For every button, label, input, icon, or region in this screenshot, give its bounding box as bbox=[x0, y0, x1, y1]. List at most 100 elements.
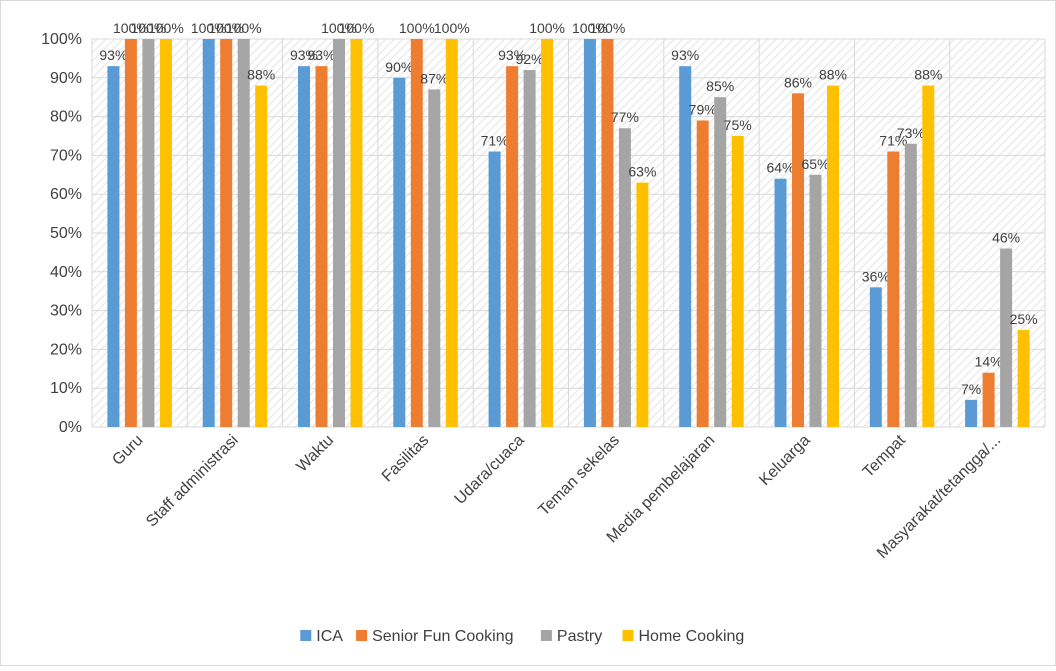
bar bbox=[792, 93, 804, 427]
data-label: 93% bbox=[498, 47, 526, 63]
data-label: 93% bbox=[290, 47, 318, 63]
data-label: 100% bbox=[321, 20, 357, 36]
legend-swatch bbox=[540, 630, 552, 641]
y-tick-label: 0% bbox=[59, 419, 82, 436]
data-label: 88% bbox=[819, 67, 847, 83]
data-label: 77% bbox=[611, 109, 639, 125]
data-label: 100% bbox=[148, 20, 184, 36]
bar bbox=[731, 136, 744, 427]
bar bbox=[1000, 248, 1013, 427]
bar bbox=[774, 178, 787, 427]
bar bbox=[869, 287, 882, 427]
data-label: 36% bbox=[862, 268, 890, 284]
legend-label: Senior Fun Cooking bbox=[372, 628, 513, 645]
y-tick-label: 100% bbox=[41, 31, 82, 48]
data-label: 64% bbox=[766, 160, 794, 176]
data-label: 14% bbox=[975, 354, 1003, 370]
bar bbox=[523, 70, 536, 427]
data-label: 71% bbox=[481, 133, 509, 149]
bar bbox=[488, 151, 501, 427]
bar bbox=[887, 151, 900, 427]
bar bbox=[541, 39, 554, 427]
data-label: 93% bbox=[307, 47, 335, 63]
data-label: 71% bbox=[879, 133, 907, 149]
legend-swatch bbox=[300, 630, 312, 641]
bar bbox=[393, 77, 406, 428]
bar bbox=[107, 66, 120, 427]
data-label: 100% bbox=[208, 20, 244, 36]
y-tick-label: 30% bbox=[50, 303, 82, 320]
bar bbox=[506, 66, 519, 427]
data-label: 100% bbox=[226, 20, 262, 36]
bar bbox=[904, 143, 917, 427]
bar bbox=[1017, 330, 1030, 427]
legend-label: Home Cooking bbox=[639, 628, 745, 645]
data-label: 88% bbox=[247, 67, 275, 83]
data-label: 87% bbox=[420, 70, 448, 86]
data-label: 100% bbox=[113, 20, 149, 36]
bar bbox=[255, 85, 268, 427]
bar bbox=[298, 66, 310, 427]
data-label: 85% bbox=[706, 78, 734, 94]
data-label: 100% bbox=[399, 20, 435, 36]
data-label: 100% bbox=[529, 20, 565, 36]
y-tick-label: 20% bbox=[50, 341, 82, 358]
data-label: 100% bbox=[434, 20, 470, 36]
data-label: 100% bbox=[191, 20, 227, 36]
bar bbox=[333, 39, 345, 427]
y-tick-label: 60% bbox=[50, 186, 82, 203]
data-label: 100% bbox=[339, 20, 375, 36]
data-label: 46% bbox=[992, 230, 1020, 246]
bar bbox=[237, 39, 250, 427]
y-tick-label: 50% bbox=[50, 225, 82, 242]
data-label: 88% bbox=[914, 67, 942, 83]
legend-swatch bbox=[622, 630, 634, 641]
bar bbox=[159, 39, 172, 427]
bar bbox=[809, 174, 822, 427]
bar bbox=[142, 39, 155, 427]
y-tick-label: 90% bbox=[50, 70, 82, 87]
bar bbox=[202, 39, 215, 427]
data-label: 90% bbox=[385, 59, 413, 75]
bar bbox=[601, 39, 614, 427]
data-label: 75% bbox=[724, 117, 752, 133]
data-label: 100% bbox=[589, 20, 625, 36]
data-label: 86% bbox=[784, 74, 812, 90]
bar bbox=[982, 372, 995, 427]
data-label: 73% bbox=[897, 125, 925, 141]
legend-label: Pastry bbox=[557, 628, 602, 645]
bar bbox=[315, 66, 328, 427]
data-label: 100% bbox=[130, 20, 166, 36]
y-tick-label: 40% bbox=[50, 264, 82, 281]
bar bbox=[583, 39, 596, 427]
bar bbox=[696, 120, 709, 427]
data-label: 100% bbox=[572, 20, 608, 36]
data-label: 25% bbox=[1010, 311, 1038, 327]
data-label: 93% bbox=[99, 47, 127, 63]
bar bbox=[679, 66, 692, 427]
bar bbox=[350, 39, 363, 427]
bar bbox=[965, 399, 978, 427]
bar bbox=[922, 85, 935, 427]
bar bbox=[220, 39, 233, 427]
y-tick-label: 80% bbox=[50, 109, 82, 126]
data-label: 93% bbox=[671, 47, 699, 63]
data-label: 7% bbox=[961, 381, 981, 397]
data-label: 92% bbox=[516, 51, 544, 67]
bar bbox=[410, 39, 423, 427]
data-label: 79% bbox=[689, 101, 717, 117]
data-label: 65% bbox=[801, 156, 829, 172]
bar bbox=[124, 39, 137, 427]
bar bbox=[827, 85, 839, 427]
bar bbox=[445, 39, 458, 427]
bar bbox=[618, 128, 631, 428]
data-label: 63% bbox=[628, 164, 656, 180]
y-tick-label: 70% bbox=[50, 147, 82, 164]
bar bbox=[428, 89, 441, 427]
y-tick-label: 10% bbox=[50, 380, 82, 397]
legend-swatch bbox=[356, 630, 368, 641]
legend-label: ICA bbox=[316, 628, 343, 645]
bar bbox=[636, 182, 649, 427]
